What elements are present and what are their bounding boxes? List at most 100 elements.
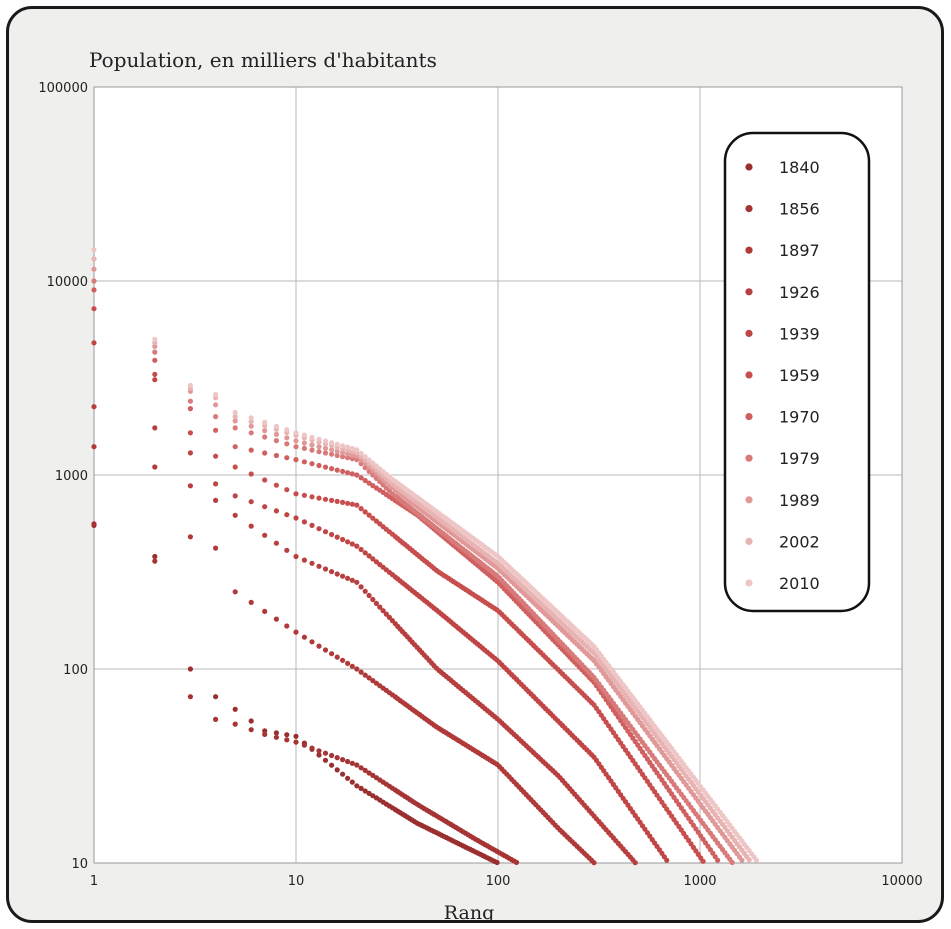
data-point: [273, 540, 279, 546]
data-point: [632, 860, 638, 866]
legend-marker: [745, 246, 753, 254]
data-point: [354, 447, 360, 453]
y-tick-label: 10000: [47, 275, 88, 290]
data-point: [248, 430, 254, 436]
data-point: [309, 447, 315, 453]
data-point: [309, 639, 315, 645]
data-point: [262, 477, 268, 483]
data-point: [340, 536, 346, 543]
data-point: [349, 471, 355, 477]
data-point: [213, 414, 219, 420]
data-point: [366, 553, 372, 559]
data-point: [349, 779, 355, 785]
data-point: [329, 447, 335, 453]
data-point: [152, 553, 158, 560]
data-point: [248, 727, 254, 733]
data-point: [340, 443, 346, 449]
data-point: [91, 444, 97, 450]
data-point: [262, 419, 268, 425]
data-point: [362, 454, 368, 460]
data-point: [284, 455, 290, 461]
data-point: [152, 377, 158, 383]
y-tick-label: 1000: [55, 469, 88, 484]
data-point: [334, 441, 340, 447]
data-point: [284, 547, 290, 553]
data-point: [309, 560, 315, 566]
data-point: [322, 566, 329, 572]
data-point: [380, 608, 386, 614]
data-point: [700, 858, 706, 864]
data-point: [187, 483, 193, 489]
data-point: [301, 519, 307, 525]
data-point: [329, 451, 335, 457]
data-point: [358, 461, 364, 467]
data-point: [349, 577, 355, 583]
data-point: [91, 278, 97, 284]
grid-lines: [93, 86, 903, 864]
data-point: [362, 672, 368, 678]
data-point: [349, 541, 355, 547]
data-point: [301, 440, 307, 446]
data-point: [329, 466, 335, 472]
data-point: [284, 623, 290, 629]
y-tick-label: 100: [63, 663, 88, 678]
x-axis-label: Rang: [444, 902, 494, 923]
data-point: [309, 522, 315, 529]
data-point: [91, 247, 97, 253]
data-point: [273, 452, 279, 459]
legend-marker: [745, 288, 753, 296]
x-tick-label: 1000: [683, 874, 716, 889]
data-point: [316, 436, 322, 442]
data-point: [358, 765, 364, 771]
data-point: [262, 504, 268, 510]
legend: 1840 1856 1897 1926 1939 1959 1970 1979 1989 2002…: [723, 131, 871, 613]
data-point: [349, 501, 355, 507]
data-point: [349, 760, 355, 766]
data-point: [366, 675, 372, 681]
legend-marker: [745, 205, 753, 213]
data-point: [354, 543, 360, 549]
y-tick-label: 100000: [38, 81, 88, 96]
data-point: [91, 404, 97, 410]
data-point: [232, 444, 238, 450]
data-point: [340, 657, 346, 663]
y-tick-labels: 10 100 1000 10000 100000: [38, 81, 88, 872]
data-point: [232, 464, 238, 470]
data-point: [152, 343, 158, 349]
data-point: [152, 371, 158, 377]
data-point: [273, 431, 279, 437]
data-point: [340, 771, 346, 777]
data-point: [340, 450, 346, 456]
series-1897: [91, 444, 597, 866]
legend-label: 1970: [779, 408, 820, 427]
data-point: [362, 550, 368, 556]
legend-label: 1897: [779, 241, 820, 260]
legend-marker: [745, 454, 753, 462]
data-point: [248, 471, 254, 477]
data-point: [273, 438, 279, 444]
legend-label: 1840: [779, 158, 820, 177]
data-point: [187, 398, 193, 404]
data-point: [340, 573, 346, 579]
data-point: [273, 734, 279, 740]
data-point: [248, 447, 254, 453]
data-point: [354, 502, 360, 508]
data-point: [345, 451, 351, 457]
data-point: [349, 445, 355, 452]
population-rank-chart: Population, en milliers d'habitants 1 10 1…: [38, 48, 922, 923]
data-point: [591, 860, 597, 866]
data-point: [248, 418, 254, 425]
data-point: [316, 444, 322, 450]
series-1926: [91, 404, 638, 866]
data-point: [494, 859, 500, 866]
data-point: [213, 391, 219, 398]
data-point: [334, 448, 340, 454]
data-point: [293, 438, 299, 444]
data-point: [345, 660, 351, 667]
data-point: [345, 539, 351, 545]
data-point: [354, 762, 360, 768]
data-point: [373, 600, 379, 607]
data-point: [354, 666, 360, 672]
data-point: [513, 859, 520, 866]
data-point: [334, 534, 340, 540]
